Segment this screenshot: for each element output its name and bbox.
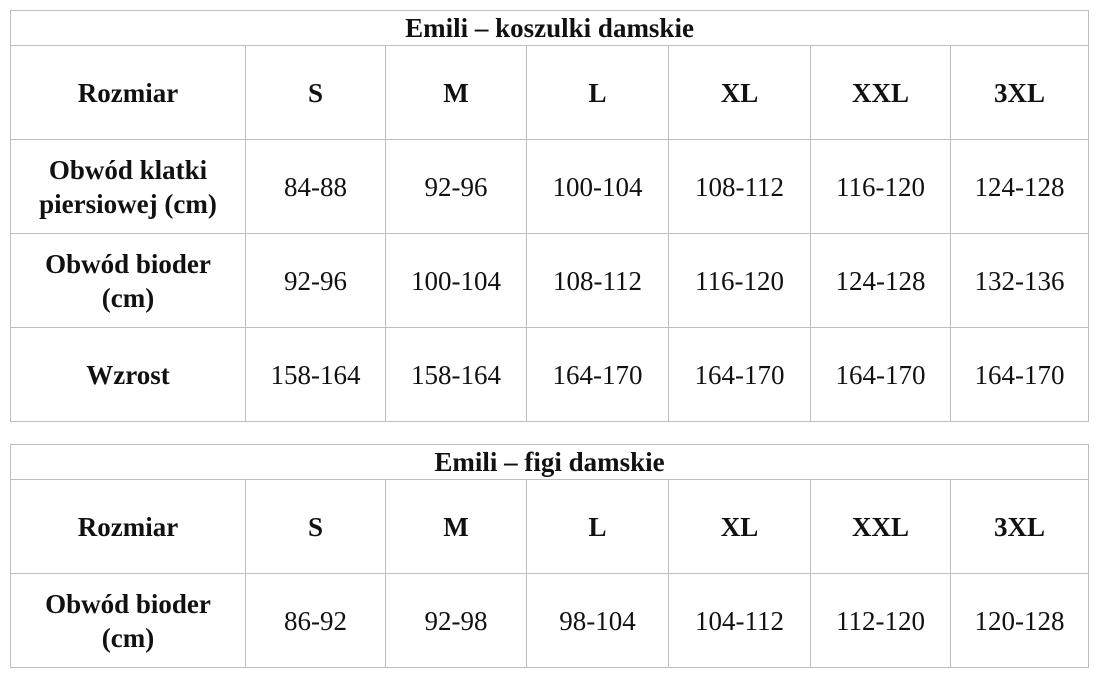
table-cell: 164-170 <box>949 327 1090 422</box>
header-cell: S <box>245 45 386 140</box>
table-cell: 158-164 <box>245 327 386 422</box>
table-cell: 108-112 <box>526 233 669 328</box>
header-cell: L <box>526 45 669 140</box>
header-cell: Rozmiar <box>10 479 246 574</box>
header-cell: 3XL <box>949 479 1090 574</box>
table-title: Emili – figi damskie <box>9 444 1090 480</box>
table-cell: 92-96 <box>245 233 386 328</box>
table-cell: 158-164 <box>385 327 527 422</box>
size-table-briefs: Emili – figi damskie Rozmiar S M L XL XX… <box>9 444 1090 668</box>
header-row: Rozmiar S M L XL XXL 3XL <box>10 45 1090 140</box>
table-cell: 98-104 <box>526 573 669 668</box>
row-label: Obwód klatki piersiowej (cm) <box>10 139 246 234</box>
header-cell: S <box>245 479 386 574</box>
row-label: Obwód bioder (cm) <box>10 573 246 668</box>
table-cell: 124-128 <box>810 233 951 328</box>
row-label: Obwód bioder (cm) <box>10 233 246 328</box>
table-cell: 92-96 <box>385 139 527 234</box>
table-cell: 86-92 <box>245 573 386 668</box>
table-cell: 116-120 <box>668 233 811 328</box>
table-cell: 164-170 <box>668 327 811 422</box>
table-cell: 132-136 <box>949 233 1090 328</box>
header-cell: M <box>385 45 527 140</box>
table-cell: 164-170 <box>526 327 669 422</box>
header-cell: XL <box>668 45 811 140</box>
header-cell: 3XL <box>949 45 1090 140</box>
header-cell: XXL <box>810 45 951 140</box>
table-row: Obwód bioder (cm) 86-92 92-98 98-104 104… <box>10 573 1090 668</box>
row-label: Wzrost <box>10 327 246 422</box>
table-cell: 108-112 <box>668 139 811 234</box>
table-cell: 116-120 <box>810 139 951 234</box>
header-cell: XXL <box>810 479 951 574</box>
table-row: Obwód bioder (cm) 92-96 100-104 108-112 … <box>10 233 1090 328</box>
table-cell: 84-88 <box>245 139 386 234</box>
table-row: Wzrost 158-164 158-164 164-170 164-170 1… <box>10 327 1090 422</box>
table-title: Emili – koszulki damskie <box>9 10 1090 46</box>
table-cell: 100-104 <box>385 233 527 328</box>
table-cell: 164-170 <box>810 327 951 422</box>
table-cell: 124-128 <box>949 139 1090 234</box>
header-cell: M <box>385 479 527 574</box>
size-table-shirts: Emili – koszulki damskie Rozmiar S M L X… <box>9 10 1090 422</box>
header-cell: Rozmiar <box>10 45 246 140</box>
table-cell: 100-104 <box>526 139 669 234</box>
header-cell: L <box>526 479 669 574</box>
table-cell: 92-98 <box>385 573 527 668</box>
table-cell: 112-120 <box>810 573 951 668</box>
table-row: Obwód klatki piersiowej (cm) 84-88 92-96… <box>10 139 1090 234</box>
header-row: Rozmiar S M L XL XXL 3XL <box>10 479 1090 574</box>
table-cell: 104-112 <box>668 573 811 668</box>
header-cell: XL <box>668 479 811 574</box>
table-cell: 120-128 <box>949 573 1090 668</box>
